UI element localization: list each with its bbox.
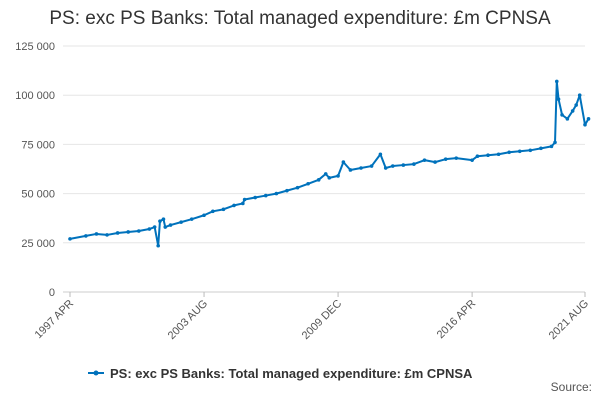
data-point: [253, 195, 257, 200]
data-point: [241, 201, 245, 206]
data-point: [68, 237, 72, 241]
x-tick-label: 2009 DEC: [300, 298, 344, 342]
data-point: [189, 217, 194, 221]
data-point: [285, 188, 289, 193]
y-axis-ticks: 0 25 000 50 000 75 000 100 000 125 000: [15, 41, 55, 299]
data-point: [583, 122, 587, 127]
data-point: [136, 229, 141, 233]
data-point: [496, 152, 501, 157]
x-tick-label: 1997 APR: [33, 298, 77, 342]
data-point: [323, 172, 328, 176]
data-point: [369, 164, 374, 168]
data-point: [359, 166, 363, 170]
data-point: [401, 163, 406, 167]
data-point: [156, 243, 160, 248]
data-point: [486, 153, 490, 158]
y-tick-label: 25 000: [21, 238, 55, 250]
data-point: [163, 225, 168, 229]
series-line: [69, 80, 590, 247]
data-point: [242, 197, 247, 202]
data-point: [553, 140, 557, 145]
data-point: [316, 178, 321, 182]
y-tick-label: 75 000: [21, 139, 55, 151]
data-point: [158, 219, 162, 223]
data-point: [341, 160, 346, 164]
data-point: [565, 117, 570, 121]
legend-label: PS: exc PS Banks: Total managed expendit…: [110, 366, 473, 381]
data-point: [475, 154, 480, 159]
data-point: [577, 93, 582, 97]
data-point: [147, 227, 152, 231]
data-point: [126, 230, 131, 234]
data-point: [507, 150, 511, 155]
data-point: [443, 157, 448, 161]
y-tick-label: 125 000: [15, 41, 55, 53]
data-point: [528, 148, 533, 153]
data-point: [115, 231, 120, 235]
data-point: [84, 234, 88, 238]
data-point: [348, 168, 353, 172]
data-point: [549, 144, 554, 149]
data-point: [554, 79, 559, 84]
data-point: [422, 158, 427, 162]
data-point: [574, 103, 578, 107]
data-point: [412, 162, 416, 166]
data-point: [556, 97, 561, 101]
data-point: [454, 156, 459, 160]
data-point: [94, 232, 99, 236]
data-point: [211, 209, 215, 214]
data-point: [295, 185, 300, 190]
data-point: [161, 217, 166, 221]
y-tick-label: 0: [49, 287, 55, 299]
data-point: [433, 160, 437, 164]
data-point: [390, 164, 395, 168]
data-point: [336, 174, 340, 178]
x-axis: [69, 292, 586, 297]
data-point: [202, 213, 206, 218]
data-point: [168, 223, 173, 227]
x-tick-label: 2003 AUG: [166, 298, 210, 342]
series-layer: [68, 79, 591, 248]
data-point: [586, 117, 591, 121]
chart-title: PS: exc PS Banks: Total managed expendit…: [49, 8, 551, 29]
data-point: [560, 113, 564, 117]
data-point: [470, 158, 474, 162]
legend[interactable]: PS: exc PS Banks: Total managed expendit…: [88, 366, 473, 381]
x-tick-label: 2016 APR: [435, 298, 479, 342]
data-point: [327, 176, 332, 180]
data-point: [179, 220, 183, 224]
gridlines: [63, 45, 585, 293]
y-tick-label: 50 000: [21, 189, 55, 201]
data-point: [152, 225, 157, 229]
data-point: [570, 109, 575, 113]
data-point: [517, 149, 522, 154]
data-point: [221, 207, 226, 212]
y-tick-label: 100 000: [15, 90, 55, 102]
source-label: Source:: [550, 380, 592, 394]
legend-swatch-marker: [93, 370, 99, 376]
data-point: [274, 191, 279, 196]
data-point: [105, 233, 109, 237]
data-point: [263, 193, 268, 198]
data-point: [539, 146, 543, 151]
data-point: [383, 166, 388, 170]
x-tick-label: 2021 AUG: [547, 298, 591, 342]
x-axis-ticks: 1997 APR 2003 AUG 2009 DEC 2016 APR 2021 AUG: [33, 298, 592, 342]
data-point: [232, 203, 236, 208]
data-point: [378, 152, 383, 157]
data-point: [306, 181, 310, 186]
